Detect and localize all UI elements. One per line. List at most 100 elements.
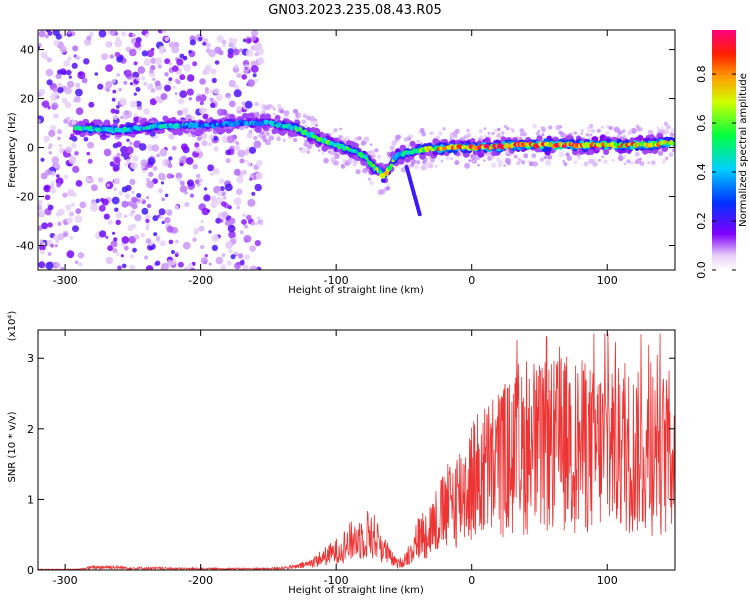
- spectrogram-x-axis-label: Height of straight line (km): [288, 285, 424, 296]
- heatmap-cell: [250, 174, 254, 178]
- heatmap-cell: [158, 208, 166, 216]
- heatmap-cell: [106, 183, 111, 187]
- heatmap-cell: [171, 145, 177, 151]
- heatmap-cell: [225, 158, 231, 164]
- heatmap-cell: [555, 124, 561, 131]
- heatmap-cell: [242, 264, 249, 270]
- heatmap-cell: [190, 193, 194, 198]
- heatmap-cell: [357, 136, 362, 141]
- heatmap-cell: [200, 257, 208, 265]
- heatmap-cell: [237, 253, 244, 259]
- heatmap-cell: [670, 127, 675, 133]
- heatmap-cell: [79, 201, 87, 209]
- heatmap-cell: [176, 129, 184, 136]
- heatmap-cell: [637, 134, 644, 142]
- heatmap-cell: [365, 157, 369, 161]
- heatmap-cell: [99, 230, 107, 238]
- heatmap-cell: [143, 108, 150, 115]
- heatmap-cell: [174, 78, 179, 83]
- heatmap-cell: [155, 260, 161, 266]
- heatmap-cell: [234, 64, 239, 69]
- heatmap-cell: [65, 204, 72, 211]
- heatmap-cell: [454, 128, 460, 134]
- heatmap-cell: [372, 151, 376, 155]
- heatmap-cell: [153, 232, 158, 237]
- heatmap-cell: [121, 186, 128, 193]
- heatmap-cell: [310, 121, 315, 126]
- heatmap-cell: [236, 105, 242, 112]
- heatmap-cell: [97, 177, 104, 183]
- heatmap-cell: [50, 183, 55, 188]
- heatmap-cell: [38, 119, 41, 123]
- heatmap-cell: [333, 128, 338, 133]
- heatmap-cell: [129, 254, 134, 259]
- heatmap-cell: [470, 153, 477, 160]
- heatmap-cell: [227, 135, 235, 144]
- heatmap-cell: [215, 217, 222, 224]
- heatmap-cell: [47, 252, 52, 256]
- heatmap-cell: [535, 131, 540, 136]
- heatmap-cell: [192, 61, 198, 67]
- heatmap-cell: [618, 131, 623, 136]
- heatmap-cell: [220, 264, 227, 270]
- heatmap-cell: [118, 87, 122, 92]
- heatmap-cell: [55, 262, 61, 268]
- heatmap-cell: [214, 60, 220, 65]
- heatmap-cell: [247, 161, 252, 167]
- heatmap-cell: [131, 223, 137, 229]
- heatmap-cell: [198, 225, 205, 232]
- heatmap-cell: [111, 79, 116, 84]
- heatmap-cell: [246, 38, 252, 44]
- heatmap-cell: [177, 261, 184, 268]
- heatmap-cell: [43, 184, 52, 193]
- heatmap-cell: [109, 54, 114, 59]
- heatmap-cell: [483, 134, 487, 137]
- heatmap-cell: [386, 186, 391, 191]
- heatmap-cell: [587, 135, 592, 140]
- heatmap-cell: [313, 119, 318, 124]
- heatmap-cell: [228, 100, 236, 108]
- heatmap-cell: [149, 98, 157, 106]
- heatmap-cell: [236, 205, 240, 210]
- heatmap-cell: [106, 87, 110, 92]
- heatmap-cell: [208, 49, 217, 58]
- heatmap-cell: [130, 161, 138, 170]
- heatmap-cell: [101, 53, 109, 61]
- heatmap-cell: [403, 136, 409, 142]
- heatmap-cell: [57, 129, 63, 135]
- heatmap-cell: [208, 262, 212, 266]
- heatmap-cell: [101, 198, 109, 206]
- heatmap-cell: [226, 260, 232, 266]
- heatmap-cell: [504, 149, 510, 155]
- heatmap-cell: [563, 162, 568, 167]
- heatmap-cell: [315, 124, 318, 127]
- heatmap-cell: [95, 198, 100, 203]
- heatmap-cell: [347, 160, 352, 165]
- heatmap-cell: [224, 220, 231, 226]
- heatmap-cell: [254, 101, 259, 107]
- heatmap-cell: [167, 163, 173, 169]
- heatmap-cell: [89, 31, 94, 36]
- heatmap-cell: [211, 244, 218, 251]
- heatmap-cell: [277, 104, 282, 108]
- heatmap-cell: [105, 256, 114, 265]
- heatmap-cell: [282, 138, 286, 142]
- heatmap-cell: [369, 181, 374, 186]
- heatmap-cell: [547, 154, 552, 160]
- heatmap-cell: [204, 90, 209, 95]
- heatmap-cell: [317, 149, 321, 152]
- heatmap-cell: [50, 171, 56, 177]
- heatmap-cell: [115, 219, 121, 225]
- heatmap-cell: [523, 153, 529, 159]
- spectrogram-frame: [37, 29, 676, 271]
- heatmap-cell: [186, 88, 194, 96]
- snr-frame: [37, 329, 676, 571]
- heatmap-cell: [158, 172, 166, 181]
- heatmap-cell: [429, 157, 435, 163]
- heatmap-cell: [67, 56, 72, 62]
- heatmap-cell: [334, 153, 340, 160]
- heatmap-cell: [62, 70, 67, 76]
- heatmap-cell: [74, 215, 83, 223]
- heatmap-cell: [243, 235, 252, 243]
- heatmap-cell: [174, 205, 180, 210]
